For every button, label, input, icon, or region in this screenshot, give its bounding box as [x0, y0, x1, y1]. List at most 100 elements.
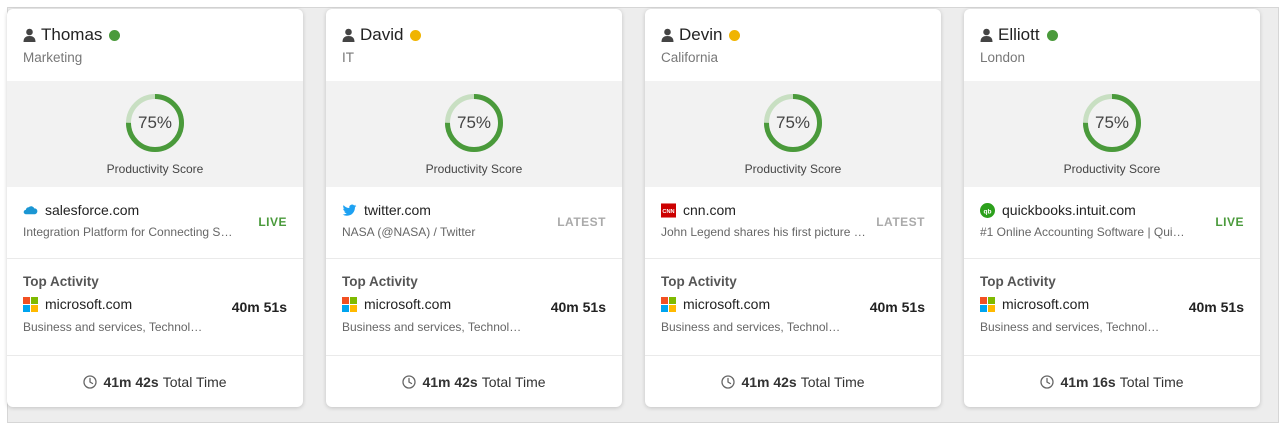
activity-time: 40m 51s — [231, 299, 287, 315]
site-name[interactable]: twitter.com — [364, 202, 431, 218]
activity-description: Business and services, Technology — [980, 320, 1165, 334]
site-status-badge: LIVE — [1215, 215, 1244, 229]
activity-site[interactable]: microsoft.com — [364, 296, 452, 312]
card-header: David IT — [326, 9, 622, 81]
score-value: 75% — [137, 113, 173, 132]
site-name[interactable]: cnn.com — [683, 202, 736, 218]
productivity-score: 75% Productivity Score — [964, 81, 1260, 187]
microsoft-icon — [980, 296, 995, 312]
activity-site[interactable]: microsoft.com — [45, 296, 133, 312]
twitter-icon — [342, 203, 357, 218]
score-ring: 75% — [1081, 92, 1143, 154]
user-card[interactable]: Devin California 75% Productivity Score … — [645, 9, 941, 407]
salesforce-icon — [23, 203, 38, 218]
quickbooks-icon: qb — [980, 202, 995, 218]
top-activity[interactable]: Top Activity microsoft.com 40m 51s Busin… — [964, 259, 1260, 356]
user-name[interactable]: Thomas — [41, 25, 103, 44]
total-time-value: 41m 42s — [741, 373, 797, 390]
cnn-icon: CNN — [661, 202, 676, 218]
top-activity[interactable]: Top Activity microsoft.com 40m 51s Busin… — [645, 259, 941, 356]
top-activity[interactable]: Top Activity microsoft.com 40m 51s Busin… — [7, 259, 303, 356]
total-time: 41m 42s Total Time — [7, 356, 303, 407]
current-site[interactable]: qb quickbooks.intuit.com #1 Online Accou… — [964, 187, 1260, 259]
top-activity[interactable]: Top Activity microsoft.com 40m 51s Busin… — [326, 259, 622, 356]
score-label: Productivity Score — [744, 162, 842, 176]
activity-description: Business and services, Technology — [342, 320, 527, 334]
activity-title: Top Activity — [980, 274, 1056, 289]
svg-text:qb: qb — [984, 208, 992, 215]
score-ring: 75% — [762, 92, 824, 154]
current-site[interactable]: CNN cnn.com John Legend shares his first… — [645, 187, 941, 259]
score-ring: 75% — [443, 92, 505, 154]
productivity-score: 75% Productivity Score — [645, 81, 941, 187]
total-time-label: Total Time — [162, 373, 227, 390]
site-description: NASA (@NASA) / Twitter — [342, 225, 476, 239]
user-cards: Thomas Marketing 75% Productivity Score … — [7, 9, 1260, 407]
productivity-score: 75% Productivity Score — [7, 81, 303, 187]
user-name[interactable]: Elliott — [998, 25, 1040, 44]
total-time-label: Total Time — [1119, 373, 1184, 390]
score-label: Productivity Score — [425, 162, 523, 176]
activity-description: Business and services, Technology — [661, 320, 846, 334]
activity-title: Top Activity — [661, 274, 737, 289]
activity-description: Business and services, Technology — [23, 320, 208, 334]
activity-time: 40m 51s — [1188, 299, 1244, 315]
score-ring: 75% — [124, 92, 186, 154]
user-icon — [980, 28, 993, 42]
score-label: Productivity Score — [1063, 162, 1161, 176]
activity-time: 40m 51s — [869, 299, 925, 315]
current-site[interactable]: twitter.com NASA (@NASA) / Twitter LATES… — [326, 187, 622, 259]
activity-site[interactable]: microsoft.com — [683, 296, 771, 312]
activity-title: Top Activity — [342, 274, 418, 289]
activity-time: 40m 51s — [550, 299, 606, 315]
score-value: 75% — [775, 113, 811, 132]
total-time-value: 41m 16s — [1060, 373, 1116, 390]
clock-icon — [402, 374, 417, 389]
user-card[interactable]: Elliott London 75% Productivity Score qb… — [964, 9, 1260, 407]
card-header: Thomas Marketing — [7, 9, 303, 81]
user-subtitle: IT — [342, 50, 354, 65]
card-header: Elliott London — [964, 9, 1260, 81]
current-site[interactable]: salesforce.com Integration Platform for … — [7, 187, 303, 259]
user-icon — [661, 28, 674, 42]
score-value: 75% — [456, 113, 492, 132]
site-description: John Legend shares his first picture of … — [661, 225, 871, 239]
user-card[interactable]: David IT 75% Productivity Score twitter.… — [326, 9, 622, 407]
user-subtitle: London — [980, 50, 1026, 65]
total-time: 41m 42s Total Time — [326, 356, 622, 407]
user-icon — [342, 28, 355, 42]
activity-site[interactable]: microsoft.com — [1002, 296, 1090, 312]
total-time-value: 41m 42s — [422, 373, 478, 390]
user-card[interactable]: Thomas Marketing 75% Productivity Score … — [7, 9, 303, 407]
total-time-label: Total Time — [800, 373, 865, 390]
total-time-label: Total Time — [481, 373, 546, 390]
activity-title: Top Activity — [23, 274, 99, 289]
total-time-value: 41m 42s — [103, 373, 159, 390]
microsoft-icon — [23, 296, 38, 312]
clock-icon — [1040, 374, 1055, 389]
user-name[interactable]: Devin — [679, 25, 723, 44]
site-description: #1 Online Accounting Software | QuickBoo… — [980, 225, 1190, 239]
microsoft-icon — [342, 296, 357, 312]
site-status-badge: LATEST — [557, 215, 606, 229]
site-description: Integration Platform for Connecting Sale… — [23, 225, 233, 239]
user-subtitle: Marketing — [23, 50, 83, 65]
total-time: 41m 16s Total Time — [964, 356, 1260, 407]
total-time: 41m 42s Total Time — [645, 356, 941, 407]
site-status-badge: LATEST — [876, 215, 925, 229]
status-dot — [410, 29, 422, 41]
user-subtitle: California — [661, 50, 719, 65]
clock-icon — [721, 374, 736, 389]
site-status-badge: LIVE — [258, 215, 287, 229]
user-name[interactable]: David — [360, 25, 404, 44]
svg-text:CNN: CNN — [662, 208, 674, 214]
microsoft-icon — [661, 296, 676, 312]
user-icon — [23, 28, 36, 42]
site-name[interactable]: quickbooks.intuit.com — [1002, 202, 1136, 218]
status-dot — [109, 29, 121, 41]
site-name[interactable]: salesforce.com — [45, 202, 140, 218]
status-dot — [729, 29, 741, 41]
score-value: 75% — [1094, 113, 1130, 132]
card-header: Devin California — [645, 9, 941, 81]
clock-icon — [83, 374, 98, 389]
